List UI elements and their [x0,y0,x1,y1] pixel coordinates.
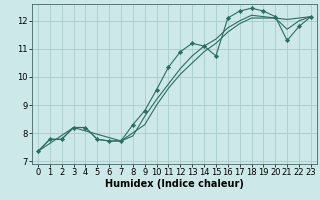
X-axis label: Humidex (Indice chaleur): Humidex (Indice chaleur) [105,179,244,189]
